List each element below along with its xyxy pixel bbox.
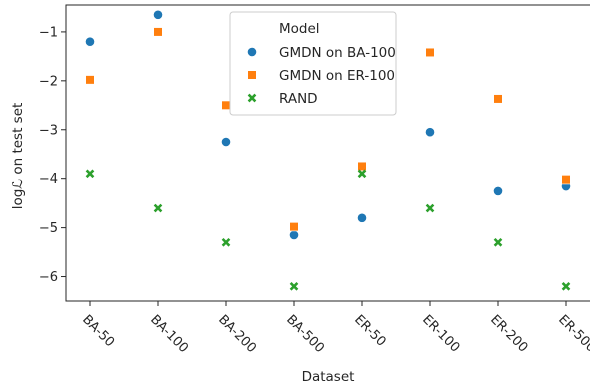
y-axis-label-prefix: log (10, 189, 26, 210)
legend-entry: GMDN on ER-100 (247, 68, 395, 84)
x-axis-label: Dataset (302, 369, 355, 385)
legend-entries: GMDN on BA-100 GMDN on ER-100 RAND (247, 45, 396, 107)
y-tick-label: −5 (39, 221, 58, 236)
data-point-square (357, 161, 367, 172)
data-point-square (221, 100, 231, 110)
data-point-square (561, 175, 571, 185)
data-point-x (357, 169, 367, 179)
data-point-circle (85, 36, 95, 47)
data-point-circle (425, 127, 435, 138)
data-point-x (561, 282, 571, 291)
legend-label: GMDN on ER-100 (279, 68, 395, 84)
y-tick-label: −3 (39, 123, 58, 138)
legend-marker-x (247, 93, 257, 103)
data-point-square (493, 94, 503, 104)
data-point-circle (357, 212, 367, 223)
data-point-x (493, 237, 503, 247)
series-x (85, 169, 571, 291)
data-point-square (85, 75, 95, 85)
legend-title: Model (279, 21, 320, 37)
data-point-circle (493, 186, 503, 196)
y-tick-label: −1 (39, 25, 58, 40)
legend: Model GMDN on BA-100 GMDN on ER-100 RAND (229, 11, 397, 116)
data-point-square (425, 47, 435, 58)
y-tick-label: −6 (39, 270, 58, 285)
y-axis-label-symbol: ℒ (10, 179, 26, 189)
y-axis: −6 −5 −4 −3 −2 −1 (39, 25, 66, 285)
legend-entry: RAND (247, 91, 318, 107)
legend-marker-circle (247, 47, 257, 57)
series-square (85, 27, 571, 232)
data-point-circle (289, 230, 299, 240)
data-point-x (425, 203, 435, 213)
y-tick-label: −4 (39, 172, 58, 187)
data-point-square (289, 222, 299, 232)
plot-frame (65, 4, 590, 302)
y-tick-label: −2 (39, 74, 58, 89)
data-point-circle (221, 137, 231, 147)
legend-entry: GMDN on BA-100 (247, 45, 396, 61)
data-point-x (289, 282, 299, 291)
legend-box (229, 11, 397, 116)
legend-marker-square (247, 70, 257, 80)
data-marks (85, 9, 571, 291)
legend-label: GMDN on BA-100 (279, 45, 396, 61)
y-axis-label: logℒ on test set (10, 103, 26, 210)
data-point-x (221, 237, 231, 247)
data-point-square (153, 27, 163, 37)
data-point-x (153, 203, 163, 213)
y-axis-label-suffix: on test set (10, 103, 26, 179)
data-point-circle (153, 9, 163, 20)
data-point-x (85, 169, 95, 179)
legend-label: RAND (279, 91, 318, 107)
